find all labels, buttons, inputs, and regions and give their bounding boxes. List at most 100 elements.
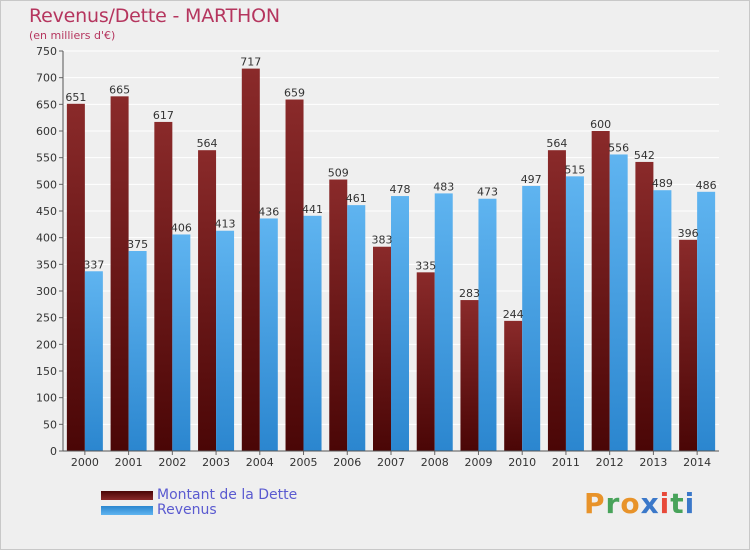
data-label-revenus: 461 bbox=[346, 192, 367, 205]
x-tick-label: 2007 bbox=[377, 456, 405, 469]
bar-dette bbox=[635, 161, 654, 451]
y-tick-label: 650 bbox=[36, 98, 57, 111]
data-label-revenus: 375 bbox=[127, 238, 148, 251]
bar-revenus bbox=[434, 193, 453, 451]
logo-letter: i bbox=[659, 487, 671, 520]
bar-dette bbox=[198, 150, 217, 451]
bar-revenus bbox=[303, 215, 322, 451]
x-tick-label: 2003 bbox=[202, 456, 230, 469]
x-tick-label: 2014 bbox=[683, 456, 711, 469]
data-label-revenus: 473 bbox=[477, 186, 498, 199]
bar-dette bbox=[285, 99, 304, 452]
bar-dette bbox=[154, 121, 173, 451]
logo-letter: o bbox=[620, 487, 641, 520]
data-label-revenus: 486 bbox=[696, 179, 717, 192]
bar-dette bbox=[241, 68, 260, 451]
bar-dette bbox=[504, 320, 523, 451]
bar-dette bbox=[679, 239, 698, 451]
data-label-revenus: 478 bbox=[390, 183, 411, 196]
y-tick-label: 200 bbox=[36, 338, 57, 351]
chart-subtitle: (en milliers d'€) bbox=[29, 29, 116, 42]
chart-title: Revenus/Dette - MARTHON bbox=[29, 5, 280, 27]
data-label-dette: 509 bbox=[328, 167, 349, 180]
bar-revenus bbox=[216, 230, 235, 451]
x-tick-label: 2002 bbox=[158, 456, 186, 469]
bar-dette bbox=[329, 179, 348, 452]
data-label-revenus: 515 bbox=[564, 163, 585, 176]
data-label-revenus: 337 bbox=[83, 258, 104, 271]
bar-dette bbox=[416, 272, 435, 451]
legend-label-revenus: Revenus bbox=[157, 502, 217, 518]
bar-dette bbox=[373, 246, 391, 451]
data-label-dette: 335 bbox=[415, 259, 436, 272]
bar-dette bbox=[110, 96, 129, 451]
bar-dette bbox=[66, 103, 85, 452]
y-tick-label: 600 bbox=[36, 125, 57, 138]
data-label-revenus: 406 bbox=[171, 221, 192, 234]
y-tick-label: 550 bbox=[36, 152, 57, 165]
y-tick-label: 400 bbox=[36, 232, 57, 245]
legend-label-dette: Montant de la Dette bbox=[157, 487, 298, 503]
bar-revenus bbox=[259, 218, 278, 451]
data-label-revenus: 556 bbox=[608, 141, 629, 154]
logo-letter: t bbox=[670, 487, 685, 520]
y-tick-label: 0 bbox=[50, 445, 57, 458]
logo-letter: P bbox=[584, 487, 606, 520]
bar-revenus bbox=[609, 154, 628, 451]
bar-revenus bbox=[391, 196, 409, 451]
x-tick-label: 2008 bbox=[421, 456, 449, 469]
bar-dette bbox=[460, 300, 479, 451]
data-label-dette: 659 bbox=[284, 87, 305, 100]
x-tick-label: 2012 bbox=[596, 456, 624, 469]
x-tick-label: 2004 bbox=[246, 456, 274, 469]
data-label-dette: 651 bbox=[65, 91, 86, 104]
data-label-dette: 564 bbox=[546, 137, 567, 150]
bar-revenus bbox=[697, 191, 716, 452]
x-tick-label: 2001 bbox=[115, 456, 143, 469]
data-label-dette: 717 bbox=[240, 56, 261, 69]
y-tick-label: 250 bbox=[36, 312, 57, 325]
x-tick-label: 2000 bbox=[71, 456, 99, 469]
legend-swatch-dette bbox=[101, 491, 153, 500]
bar-dette bbox=[547, 150, 566, 451]
data-label-dette: 244 bbox=[503, 308, 524, 321]
data-label-revenus: 483 bbox=[433, 180, 454, 193]
axes: 0 50 100 150 200 250 300 350 400 450 500 550 600 650 7… bbox=[36, 45, 719, 469]
x-tick-label: 2013 bbox=[639, 456, 667, 469]
x-tick-label: 2011 bbox=[552, 456, 580, 469]
data-label-revenus: 497 bbox=[521, 173, 542, 186]
data-label-revenus: 441 bbox=[302, 203, 323, 216]
data-label-dette: 564 bbox=[197, 137, 218, 150]
y-tick-label: 500 bbox=[36, 178, 57, 191]
bar-revenus bbox=[347, 205, 366, 451]
bar-revenus bbox=[478, 198, 497, 451]
x-tick-label: 2009 bbox=[464, 456, 492, 469]
data-label-dette: 617 bbox=[153, 109, 174, 122]
bar-revenus bbox=[172, 234, 191, 451]
logo-letter: i bbox=[684, 487, 696, 520]
data-label-dette: 600 bbox=[590, 118, 611, 131]
y-tick-label: 300 bbox=[36, 285, 57, 298]
x-tick-label: 2010 bbox=[508, 456, 536, 469]
data-label-dette: 396 bbox=[678, 227, 699, 240]
data-label-revenus: 436 bbox=[258, 205, 279, 218]
y-tick-label: 350 bbox=[36, 258, 57, 271]
data-label-dette: 665 bbox=[109, 83, 130, 96]
y-tick-label: 750 bbox=[36, 45, 57, 58]
bars bbox=[66, 68, 716, 452]
y-tick-label: 100 bbox=[36, 392, 57, 405]
proxiti-logo: Proxiti bbox=[584, 487, 695, 520]
x-tick-label: 2005 bbox=[290, 456, 318, 469]
data-label-dette: 383 bbox=[372, 234, 393, 247]
bar-dette bbox=[591, 131, 610, 451]
data-label-revenus: 413 bbox=[215, 218, 236, 231]
bar-revenus bbox=[653, 190, 672, 451]
logo-letter: r bbox=[605, 487, 621, 520]
data-label-dette: 542 bbox=[634, 149, 655, 162]
x-tick-label: 2006 bbox=[333, 456, 361, 469]
bar-revenus bbox=[522, 185, 541, 451]
logo-letter: x bbox=[640, 487, 660, 520]
legend-swatch-revenus bbox=[101, 506, 153, 515]
